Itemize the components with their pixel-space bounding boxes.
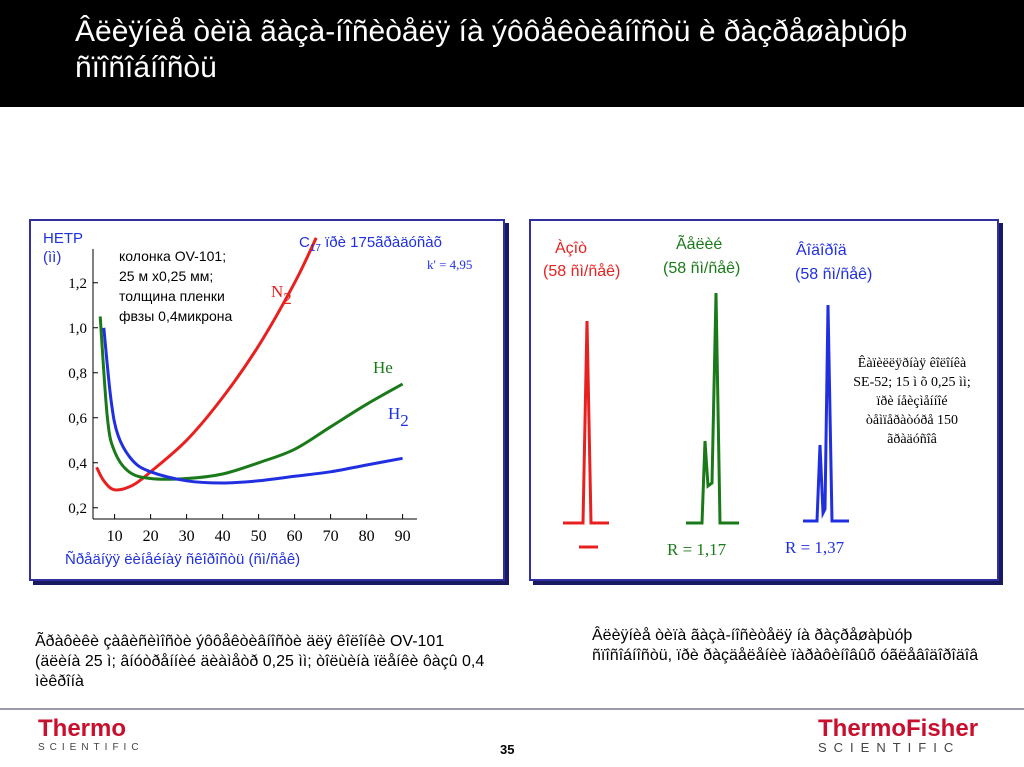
series-line-h [102,327,403,485]
column-annotation-line: фвзы 0,4микрона [119,308,233,324]
chart-series: N2 He H2 [95,237,409,492]
footer-divider [0,708,1024,710]
logo-main-text: ThermoFisher [818,715,979,742]
x-tick-label: 70 [323,528,339,545]
note-line: ïðè íåèçìåííîé [875,394,947,409]
chromatogram-chart: Àçîò (58 ñì/ñåê) Ãåëèé (58 ñì/ñåê) R = 1… [543,233,971,559]
gas-speed: (58 ñì/ñåê) [543,262,620,280]
k-annotation: k' = 4,95 [427,257,472,272]
hetp-chart-panel: 10 20 30 40 50 60 70 80 90 1,2 1,0 0,8 0,6 0,4 0,2 N2 H… [29,219,505,581]
x-tick-label: 10 [107,528,123,545]
chart-axes [92,249,417,520]
gas-label: Àçîò [555,238,587,257]
y-tick-label: 0,6 [68,411,87,427]
gas-speed: (58 ñì/ñåê) [663,259,740,277]
x-tick-label: 50 [251,528,267,545]
peak-group-hydrogen: Âîäîðîä (58 ñì/ñåê) R = 1,37 [785,240,872,557]
gas-label: Ãåëèé [676,233,722,253]
left-caption: Ãðàôèêè çàâèñèìîñòè ýôôåêòèâíîñòè äëÿ êî… [35,633,485,690]
slide-title: Âëèÿíèå òèïà ãàçà-íîñèòåëÿ íà ýôôåêòèâíî… [75,15,908,84]
x-tick-label: 30 [179,528,195,545]
column-annotation: колонка OV-101; 25 м х0,25 мм; толщина пле… [119,248,233,324]
column-annotation-line: колонка OV-101; [119,248,226,264]
logo-sub-text: SCIENTIFIC [818,740,961,755]
title-bar: Âëèÿíèå òèïà ãàçà-íîñèòåëÿ íà ýôôåêòèâíî… [0,0,1024,107]
thermofisher-logo: ThermoFisher SCIENTIFIC [818,715,979,755]
page-number: 35 [500,742,515,757]
series-label-h: H2 [388,404,409,430]
peak-group-helium: Ãåëèé (58 ñì/ñåê) R = 1,17 [663,233,740,559]
chart-ticks: 10 20 30 40 50 60 70 80 90 1,2 1,0 0,8 0,6 0,4 0,2 [68,276,410,545]
series-line-n [95,237,318,492]
note-line: òåìïåðàòóðå 150 [866,413,958,428]
hetp-chart: 10 20 30 40 50 60 70 80 90 1,2 1,0 0,8 0,6 0,4 0,2 N2 H… [43,230,472,568]
y-tick-label: 0,4 [68,456,87,472]
thermo-scientific-logo: Thermo SCIENTIFIC [38,716,144,754]
compound-annotation: C17 ïðè 175ãðàäóñàõ [299,234,442,254]
y-tick-label: 0,8 [68,366,87,382]
y-axis-label-line1: HETP [43,230,83,247]
series-label-n: N2 [271,282,292,308]
y-axis-label-line2: (ìì) [43,249,61,266]
chromatogram-peak [563,320,609,525]
x-axis-label: Ñðåäíÿÿ ëèíåéíàÿ ñêîðîñòü (ñì/ñåê) [65,551,300,568]
column-annotation-line: 25 м х0,25 мм; [119,268,213,284]
x-tick-label: 80 [359,528,375,545]
series-label-he: He [373,358,393,377]
chromatogram-peak [686,292,739,525]
chromatogram-peak [803,304,849,523]
gas-label: Âîäîðîä [796,240,847,259]
column-note: Êàïèëëÿðíàÿ êîëîíêà SE-52; 15 ì õ 0,25 ìì… [853,354,970,447]
x-tick-label: 20 [143,528,159,545]
note-line: SE-52; 15 ì õ 0,25 ìì; [853,375,970,390]
series-line-he [98,316,404,481]
gas-speed: (58 ñì/ñåê) [795,265,872,283]
resolution-label: R = 1,37 [785,538,845,557]
y-tick-label: 1,2 [68,276,87,292]
column-annotation-line: толщина пленки [119,288,225,304]
note-line: Êàïèëëÿðíàÿ êîëîíêà [858,354,967,371]
logo-main-text: Thermo [38,715,127,742]
x-tick-label: 60 [287,528,303,545]
logo-sub-text: SCIENTIFIC [38,742,144,753]
y-tick-label: 1,0 [68,321,87,337]
resolution-label: R = 1,17 [667,540,727,559]
y-tick-label: 0,2 [68,501,87,517]
chromatogram-panel: Àçîò (58 ñì/ñåê) Ãåëèé (58 ñì/ñåê) R = 1… [529,219,999,581]
x-tick-label: 40 [215,528,231,545]
x-tick-label: 90 [395,528,411,545]
right-caption: Âëèÿíèå òèïà ãàçà-íîñèòåëÿ íà ðàçðåøàþùó… [592,627,979,664]
note-line: ãðàäóñîâ [887,432,938,447]
peak-group-nitrogen: Àçîò (58 ñì/ñåê) [543,238,620,549]
